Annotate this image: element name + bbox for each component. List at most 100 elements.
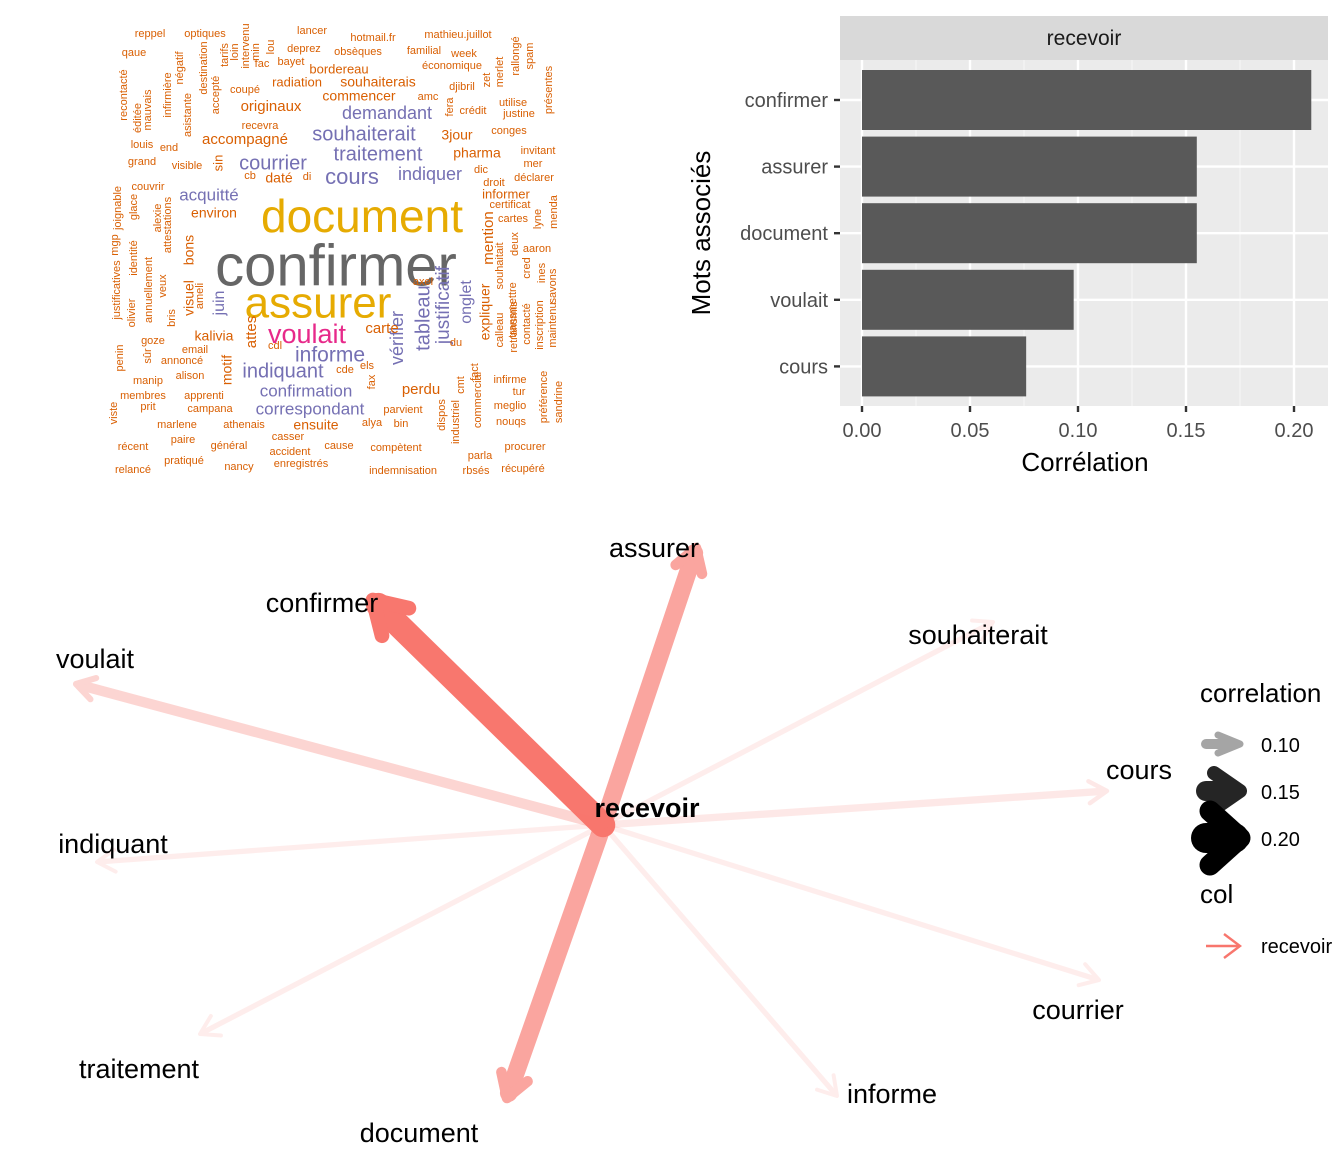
word-mention: mention [480, 211, 497, 264]
word-week: week [450, 48, 477, 60]
word-contact-: contacté [521, 303, 533, 345]
word-du: du [450, 337, 462, 349]
word-campana: campana [187, 403, 233, 415]
edge-informe [600, 822, 839, 1098]
bar-assurer [862, 136, 1197, 197]
edge-shaft [600, 822, 1098, 982]
node-label-document: document [360, 1118, 479, 1148]
word-utilise: utilise [499, 97, 527, 109]
word-recontact-: recontacté [118, 69, 130, 120]
node-label-center: recevoir [594, 793, 700, 823]
y-tick-label-assurer: assurer [761, 157, 828, 179]
word-tur: tur [513, 386, 526, 398]
edge-arrowhead [970, 618, 995, 643]
word-djibril: djibril [449, 81, 475, 93]
edge-shaft [98, 822, 606, 865]
word-fact: fact [469, 363, 481, 381]
word-cdl: cdl [268, 340, 282, 352]
word-qaue: qaue [122, 47, 146, 59]
word-visible: visible [172, 160, 203, 172]
word-infirme: infirme [493, 374, 526, 386]
word-ameli: ameli [194, 283, 206, 309]
word-acquitt-: acquitté [179, 185, 239, 204]
word-onglet: onglet [458, 280, 475, 324]
word-calleau: calleau [494, 313, 506, 348]
word-pharma: pharma [453, 145, 501, 161]
word-aaron: aaron [523, 243, 551, 255]
bar-confirmer [862, 70, 1312, 130]
word-cartes: cartes [498, 213, 528, 225]
word-expliquer: expliquer [477, 283, 493, 340]
word-traitement: traitement [334, 143, 423, 165]
legend-label-0.15: 0.15 [1261, 782, 1300, 804]
word-email: email [182, 344, 208, 356]
y-tick-label-voulait: voulait [770, 290, 828, 312]
word-souhaiterais: souhaiterais [340, 74, 416, 90]
word-deux: deux [509, 232, 521, 256]
word-alison: alison [176, 370, 205, 382]
word-justine: justine [502, 108, 535, 120]
edge-confirmer [365, 592, 616, 838]
word-recevra: recevra [242, 120, 280, 132]
edge-document [496, 816, 612, 1104]
word-veux: veux [157, 274, 169, 298]
word-amc: amc [418, 91, 439, 103]
word-sandrine: sandrine [553, 381, 565, 423]
word-couvrir: couvrir [131, 181, 164, 193]
word-rbs-s: rbsés [463, 465, 490, 477]
word-procurer: procurer [505, 441, 546, 453]
edge-cours [599, 779, 1110, 829]
word-inscription: inscription [534, 300, 546, 350]
word-annuellement: annuellement [143, 257, 155, 323]
edge-shaft [600, 822, 837, 1096]
word-courrier: courrier [239, 152, 307, 174]
word-demandant: demandant [342, 103, 432, 123]
edge-arrowhead [496, 1066, 533, 1104]
word-els: els [360, 360, 375, 372]
word-assurer: assurer [245, 279, 392, 328]
edge-arrowhead [670, 542, 708, 580]
word-lancer: lancer [297, 25, 327, 37]
word-invitant: invitant [521, 145, 556, 157]
word-carte: carte [365, 320, 398, 337]
edge-arrowhead [198, 1014, 223, 1038]
word-joignable: joignable [112, 186, 124, 231]
edge-shaft [74, 679, 609, 831]
word-infirmi-re: infirmière [162, 72, 174, 117]
edge-arrowhead [95, 847, 118, 874]
word-fera: fera [444, 97, 456, 117]
word-informer: informer [482, 186, 530, 201]
word-r-cent: récent [118, 441, 149, 453]
word-originaux: originaux [241, 98, 302, 115]
facet-strip [840, 16, 1328, 60]
edge-shaft [201, 822, 606, 1035]
word-savons: savons [547, 268, 559, 303]
word-intervenu: intervenu [240, 23, 252, 68]
word-indemnisation: indemnisation [369, 465, 437, 477]
word-coup-: coupé [230, 84, 260, 96]
word-parla: parla [468, 450, 493, 462]
word-enregistr-s: enregistrés [274, 458, 329, 470]
y-axis-title: Mots associés [686, 151, 716, 316]
word-lou: lou [265, 40, 277, 55]
word-apprenti: apprenti [184, 390, 224, 402]
word-end: end [160, 142, 178, 154]
word-juin: juin [211, 291, 228, 317]
correlation-network: confirmer assurer document voulait cours souh… [56, 533, 1172, 1148]
legend-key-0.10 [1201, 731, 1244, 757]
edge-arrowhead [1086, 779, 1110, 806]
word-fac: fac [255, 58, 270, 70]
word-pratiqu-: pratiqué [164, 455, 204, 467]
word-environ: environ [191, 205, 237, 221]
edge-voulait [72, 674, 609, 831]
correlation-bar-chart: recevoir confirmer assurer document voulait c… [686, 16, 1328, 477]
word-conges: conges [491, 125, 527, 137]
word-bayet: bayet [278, 56, 305, 68]
word-goze: goze [141, 335, 165, 347]
word-comp-tent: compètent [370, 442, 421, 454]
word-sin: sin [210, 155, 225, 172]
edge-arrowhead [814, 1073, 839, 1098]
node-label-souhaiterait: souhaiterait [908, 620, 1048, 650]
word-meglio: meglio [494, 400, 526, 412]
